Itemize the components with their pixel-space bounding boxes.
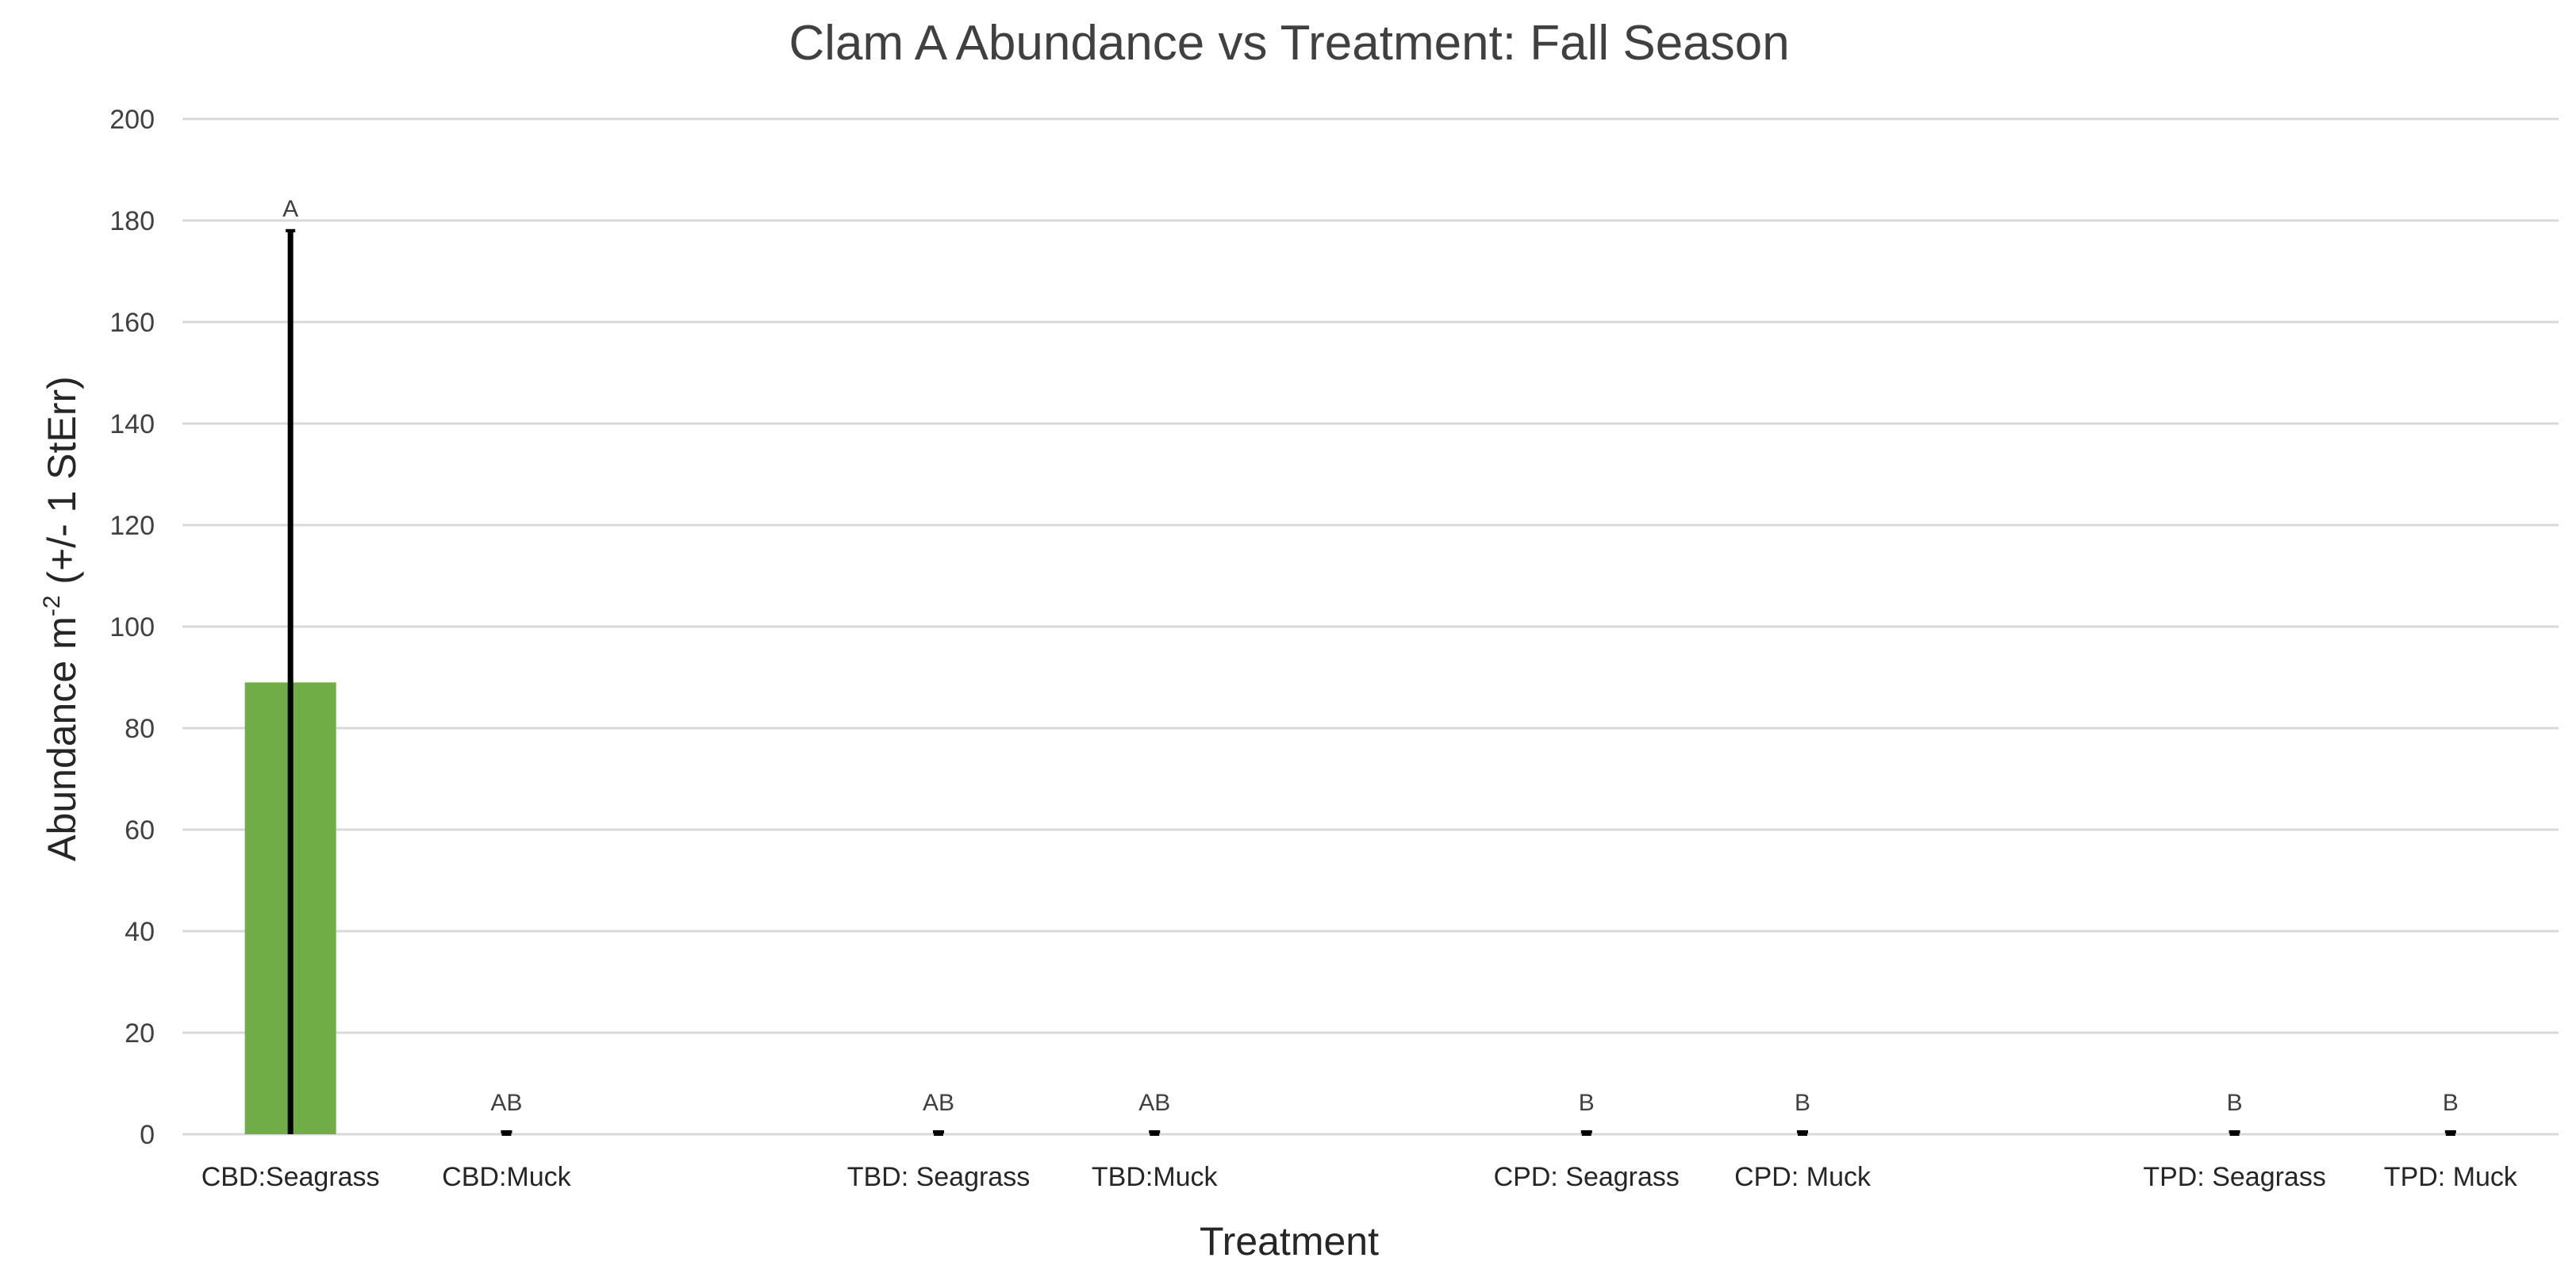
error-bar xyxy=(1797,1130,1809,1136)
significance-letter: B xyxy=(1795,1090,1810,1116)
error-bar xyxy=(932,1130,944,1136)
x-category-label: CPD: Seagrass xyxy=(1494,1162,1680,1192)
significance-letter: B xyxy=(2227,1090,2243,1116)
error-bar xyxy=(2229,1130,2240,1136)
significance-letter: B xyxy=(1579,1090,1595,1116)
y-tick-label: 40 xyxy=(125,917,155,947)
error-bar xyxy=(1149,1130,1161,1136)
x-category-label: TBD: Seagrass xyxy=(847,1162,1031,1192)
x-category-label: TPD: Muck xyxy=(2384,1162,2518,1192)
significance-letter: AB xyxy=(923,1090,954,1116)
significance-letter: B xyxy=(2443,1090,2459,1116)
y-axis-title-superscript: -2 xyxy=(39,596,65,617)
y-tick-label: 160 xyxy=(109,308,155,338)
y-tick-label: 120 xyxy=(109,511,155,541)
significance-letter: AB xyxy=(490,1090,522,1116)
significance-letter: A xyxy=(282,196,298,222)
y-tick-label: 140 xyxy=(109,409,155,439)
error-bar xyxy=(1580,1130,1592,1136)
significance-letters: A AB AB AB B B B B xyxy=(282,196,2459,1116)
y-tick-label: 0 xyxy=(140,1120,155,1150)
x-category-label: CBD:Muck xyxy=(442,1162,571,1192)
error-bars xyxy=(286,228,2456,1136)
error-bar xyxy=(501,1130,513,1136)
x-category-label: TPD: Seagrass xyxy=(2143,1162,2326,1192)
y-axis-title: Abundance m-2 (+/- 1 StErr) xyxy=(39,376,84,861)
error-bar xyxy=(2444,1130,2456,1136)
chart-title: Clam A Abundance vs Treatment: Fall Seas… xyxy=(789,16,1789,71)
gridlines xyxy=(182,117,2559,1136)
y-tick-label: 80 xyxy=(125,714,155,744)
error-bar xyxy=(286,228,296,1134)
y-axis-title-tail: (+/- 1 StErr) xyxy=(40,376,84,595)
y-axis-ticks: 0 20 40 60 80 100 120 140 160 180 200 xyxy=(109,105,155,1150)
significance-letter: AB xyxy=(1138,1090,1170,1116)
y-tick-label: 180 xyxy=(109,206,155,236)
x-category-label: TBD:Muck xyxy=(1092,1162,1219,1192)
y-axis-title-main: Abundance m xyxy=(40,616,84,861)
x-category-label: CPD: Muck xyxy=(1734,1162,1872,1192)
y-tick-label: 60 xyxy=(125,815,155,846)
x-axis-categories: CBD:Seagrass CBD:Muck TBD: Seagrass TBD:Muc… xyxy=(202,1162,2518,1192)
y-tick-label: 20 xyxy=(125,1018,155,1049)
y-tick-label: 100 xyxy=(109,612,155,642)
x-category-label: CBD:Seagrass xyxy=(202,1162,380,1192)
x-axis-title: Treatment xyxy=(1200,1219,1379,1264)
y-tick-label: 200 xyxy=(109,105,155,135)
